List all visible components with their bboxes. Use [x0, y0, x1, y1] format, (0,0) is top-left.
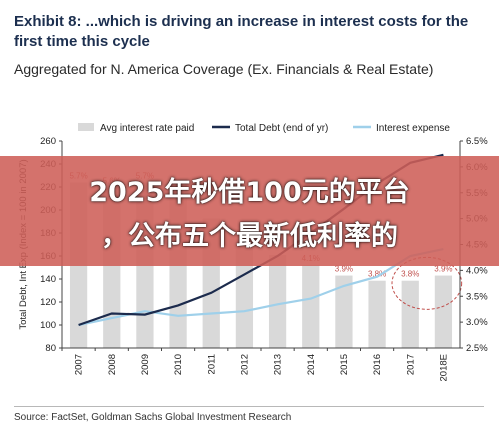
bar-2016	[368, 280, 386, 348]
bar-2013	[268, 254, 287, 348]
banner-line-2: ，公布五个最新低利率的	[101, 221, 398, 252]
x-tick-label-2009: 2009	[140, 354, 151, 375]
bar-2015	[335, 275, 353, 348]
bar-2014	[302, 265, 320, 348]
legend-label-total-debt: Total Debt (end of yr)	[235, 123, 328, 134]
source-note: Source: FactSet, Goldman Sachs Global In…	[14, 412, 292, 423]
bar-label-2017: 3.8%	[401, 270, 419, 279]
annotation-circle	[391, 256, 463, 310]
bar-label-2015: 3.9%	[335, 265, 353, 274]
legend-label-avg-rate: Avg interest rate paid	[100, 123, 194, 134]
bar-label-2018E: 3.9%	[434, 265, 452, 274]
chart-title: Exhibit 8: ...which is driving an increa…	[14, 13, 469, 50]
x-tick-label-2017: 2017	[405, 354, 416, 375]
x-tick-label-2008: 2008	[107, 354, 118, 375]
legend-label-interest-expense: Interest expense	[376, 123, 450, 134]
y-tick-label-100: 100	[40, 320, 56, 331]
y2-tick-label-3.5%: 3.5%	[466, 291, 488, 302]
y2-tick-label-4.0%: 4.0%	[466, 265, 488, 276]
divider	[14, 406, 484, 407]
bar-2012	[235, 239, 254, 348]
y-tick-label-260: 260	[40, 136, 56, 147]
bar-2017	[401, 280, 419, 348]
legend-swatch-avg-rate	[78, 123, 94, 131]
x-tick-label-2010: 2010	[173, 354, 184, 375]
y2-tick-label-2.5%: 2.5%	[466, 343, 488, 354]
y-tick-label-120: 120	[40, 297, 56, 308]
overlay-banner: 2025年秒借100元的平台 ，公布五个最新低利率的	[0, 156, 499, 266]
x-tick-label-2013: 2013	[273, 354, 284, 375]
bar-2018E	[434, 275, 453, 348]
y2-tick-label-3.0%: 3.0%	[466, 317, 488, 328]
x-tick-label-2012: 2012	[239, 354, 250, 375]
x-tick-label-2018E: 2018E	[438, 354, 449, 381]
series-line-interest-expense	[78, 248, 444, 327]
banner-line-1: 2025年秒借100元的平台	[89, 177, 410, 208]
y-tick-label-140: 140	[40, 274, 56, 285]
x-tick-label-2007: 2007	[74, 354, 85, 375]
chart-subtitle: Aggregated for N. America Coverage (Ex. …	[14, 61, 434, 77]
y2-tick-label-6.5%: 6.5%	[466, 136, 488, 147]
x-tick-label-2014: 2014	[306, 354, 317, 375]
bar-label-2016: 3.8%	[368, 270, 386, 279]
y-tick-label-80: 80	[45, 343, 56, 354]
x-tick-label-2016: 2016	[372, 354, 383, 375]
x-tick-label-2011: 2011	[206, 354, 217, 374]
x-tick-label-2015: 2015	[339, 354, 350, 375]
